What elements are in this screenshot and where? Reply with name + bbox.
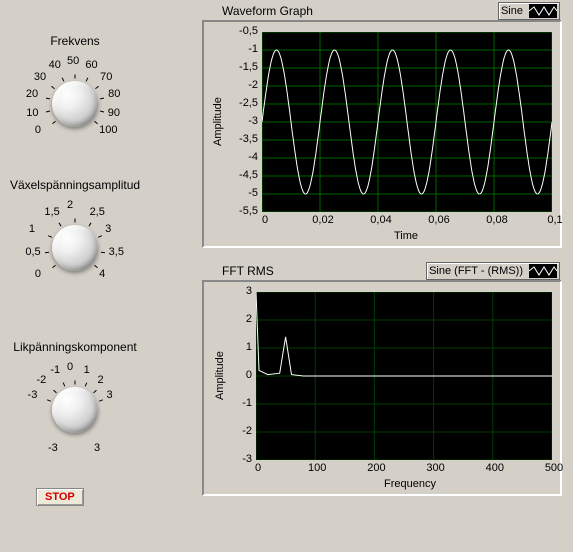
dial-tick-label: 10: [26, 107, 38, 119]
dial-tick-label: 90: [108, 107, 120, 119]
dial-tick-label: 80: [108, 88, 120, 100]
dial-tick-label: 30: [34, 71, 46, 83]
waveform-title: Waveform Graph: [222, 4, 313, 18]
waveform-legend-swatch: [529, 4, 557, 18]
dial-tick-label: 2: [67, 199, 73, 211]
dial-tick-label: 0: [67, 361, 73, 373]
fft-legend-swatch: [529, 264, 557, 278]
waveform-ylabel: Amplitude: [212, 97, 224, 146]
fft-ylabel: Amplitude: [214, 351, 226, 400]
dial-frekvens[interactable]: Frekvens 0 10 20 3040 50 6070 80 90 100: [0, 34, 150, 144]
dial-tick-label: 3: [106, 389, 112, 401]
stop-button[interactable]: STOP: [36, 488, 84, 506]
fft-title: FFT RMS: [222, 264, 274, 278]
waveform-legend-text: Sine: [501, 5, 523, 17]
dial-tick-label: 60: [85, 59, 97, 71]
fft-legend-text: Sine (FFT - (RMS)): [429, 265, 523, 277]
dial-dc[interactable]: Likpänningskomponent -3-2-10123-33: [0, 340, 150, 450]
dial-tick-label: 0,5: [25, 246, 40, 258]
waveform-graph-panel: Waveform Graph Sine -0,5-1-1,5-2-2,5-3-3…: [196, 0, 568, 250]
fft-xlabel: Frequency: [384, 478, 436, 490]
dial-tick-label: 100: [99, 124, 117, 136]
dial-tick-label: 3: [105, 223, 111, 235]
dial-tick-label: 40: [49, 59, 61, 71]
dial-amplitud-label: Växelspänningsamplitud: [0, 178, 150, 192]
dial-tick-label: -1: [50, 364, 60, 376]
dial-amplitud-scale: 0 0,5 1 1,5 2 2,53 3,5 4: [20, 198, 130, 288]
dial-tick-label: 4: [99, 268, 105, 280]
waveform-plot: [262, 32, 552, 212]
fft-graph-panel: FFT RMS Sine (FFT - (RMS)) -3-2-10123 01…: [196, 260, 568, 500]
dial-tick-label: 2,5: [90, 206, 105, 218]
dial-tick-label: 2: [98, 374, 104, 386]
dial-amplitud-knob[interactable]: [52, 225, 98, 271]
dial-dc-scale: -3-2-10123-33: [20, 360, 130, 450]
waveform-xlabel: Time: [394, 230, 418, 242]
dial-dc-knob[interactable]: [52, 387, 98, 433]
dial-tick-label: -2: [36, 374, 46, 386]
dial-tick-label: -3: [28, 389, 38, 401]
dial-tick-label: 0: [35, 268, 41, 280]
dial-frekvens-scale: 0 10 20 3040 50 6070 80 90 100: [20, 54, 130, 144]
dial-dc-label: Likpänningskomponent: [0, 340, 150, 354]
dial-tick-label: 3,5: [109, 246, 124, 258]
waveform-plot-frame: -0,5-1-1,5-2-2,5-3-3,5-4-4,5-5-5,5 00,02…: [202, 20, 562, 248]
fft-plot-frame: -3-2-10123 0100200300400500 Amplitude Fr…: [202, 280, 562, 496]
waveform-legend[interactable]: Sine: [498, 2, 560, 20]
dial-tick-label: 1,5: [44, 206, 59, 218]
dial-frekvens-label: Frekvens: [0, 34, 150, 48]
dial-tick-label: 1: [29, 223, 35, 235]
dial-tick-label: 50: [67, 55, 79, 67]
fft-legend[interactable]: Sine (FFT - (RMS)): [426, 262, 560, 280]
fft-plot: [256, 292, 552, 460]
dial-amplitud[interactable]: Växelspänningsamplitud 0 0,5 1 1,5 2 2,53 3,5 4: [0, 178, 150, 288]
dial-tick-label: 70: [100, 71, 112, 83]
dial-frekvens-knob[interactable]: [52, 81, 98, 127]
dial-tick-label: 0: [35, 124, 41, 136]
dial-tick-label: 20: [26, 88, 38, 100]
dial-tick-label: 1: [84, 364, 90, 376]
